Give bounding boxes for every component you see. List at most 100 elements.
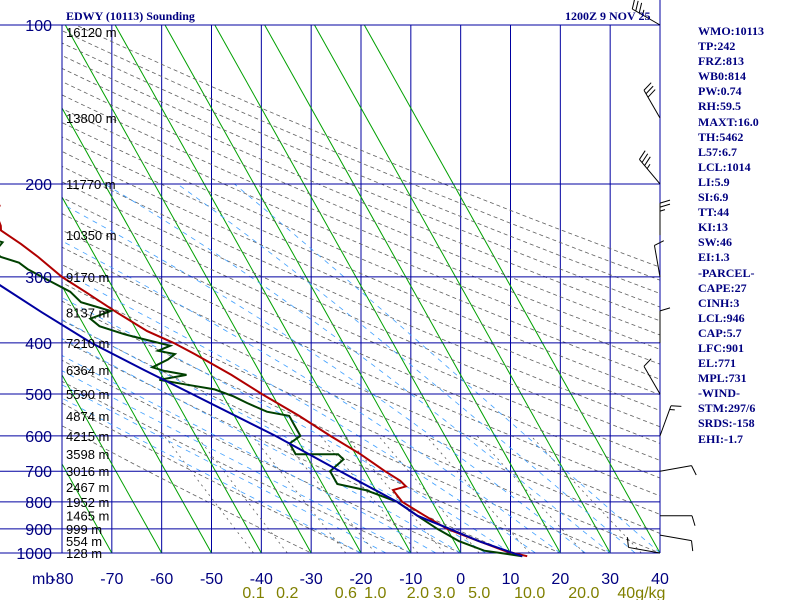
isotherm-line xyxy=(62,462,113,553)
isotherm-line xyxy=(214,25,511,553)
index-item: -PARCEL- xyxy=(698,265,755,280)
temperature-line xyxy=(0,204,528,558)
chart-title: EDWY (10113) Sounding xyxy=(66,9,195,23)
height-label: 4215 m xyxy=(66,429,109,444)
height-label: 16120 m xyxy=(66,25,117,40)
temperature-tick-label: 30 xyxy=(601,571,619,588)
moist-adiabat xyxy=(62,397,362,553)
isotherm-line xyxy=(62,374,163,553)
index-item: STM:297/6 xyxy=(698,401,756,416)
pressure-tick-label: 900 xyxy=(25,522,52,539)
index-item: CINH:3 xyxy=(698,295,740,310)
dry-adiabat xyxy=(62,94,660,350)
mixing-ratio-label: 0.1 xyxy=(242,585,264,600)
index-item: TH:5462 xyxy=(698,129,744,144)
pressure-unit-label: mb xyxy=(32,571,54,588)
mixing-ratio-line xyxy=(425,435,530,553)
grid-clip xyxy=(62,25,660,553)
height-label: 10350 m xyxy=(66,228,117,243)
pressure-tick-label: 500 xyxy=(25,387,52,404)
mixing-ratio-label: 40g/kg xyxy=(617,585,665,600)
height-label: 5590 m xyxy=(66,387,109,402)
temperature-tick-label: -10 xyxy=(399,571,422,588)
chart-time: 1200Z 9 NOV 25 xyxy=(565,9,651,23)
temperature-tick-label: 0 xyxy=(456,571,465,588)
wind-barb xyxy=(659,199,671,236)
height-label: 3598 m xyxy=(66,447,109,462)
index-item: TP:242 xyxy=(698,39,736,54)
height-label: 6364 m xyxy=(66,363,109,378)
dewpoint-line xyxy=(0,240,523,558)
mixing-ratio-label: 1.0 xyxy=(364,585,386,600)
height-label: 11770 m xyxy=(66,177,116,192)
mixing-ratio-label: 20.0 xyxy=(568,585,599,600)
dry-adiabat xyxy=(62,151,660,411)
mixing-ratio-label: 10.0 xyxy=(514,585,545,600)
index-item: RH:59.5 xyxy=(698,99,741,114)
temperature-tick-label: -30 xyxy=(300,571,323,588)
index-item: L57:6.7 xyxy=(698,144,737,159)
height-label: 4874 m xyxy=(66,409,109,424)
parcel-line xyxy=(0,284,523,558)
index-item: -WIND- xyxy=(698,386,740,401)
mixing-ratio-label: 5.0 xyxy=(468,585,490,600)
isotherm-line xyxy=(264,25,561,553)
index-item: LCL:946 xyxy=(698,310,745,325)
index-item: FRZ:813 xyxy=(698,54,744,69)
mixing-ratio-label: 0.2 xyxy=(276,585,298,600)
dry-adiabat xyxy=(62,246,660,515)
index-item: EI:1.3 xyxy=(698,250,730,265)
indices-panel: WMO:10113 TP:242 FRZ:813 WB0:814 PW:0.74 RH:5… xyxy=(698,24,764,447)
index-item: LFC:901 xyxy=(698,340,744,355)
wind-barb xyxy=(643,358,661,395)
pressure-tick-label: 700 xyxy=(25,464,52,481)
temperature-tick-label: 20 xyxy=(551,571,569,588)
height-label: 1465 m xyxy=(66,509,109,524)
temperature-tick-label: -20 xyxy=(349,571,372,588)
index-item: MPL:731 xyxy=(698,371,747,386)
wind-barb xyxy=(660,515,696,526)
pressure-tick-label: 100 xyxy=(25,18,52,35)
index-item: EL:771 xyxy=(698,356,737,371)
dry-adiabat xyxy=(62,425,313,553)
index-item: KI:13 xyxy=(698,220,728,235)
index-item: CAPE:27 xyxy=(698,280,747,295)
index-item: WMO:10113 xyxy=(698,24,764,38)
wind-barb xyxy=(626,537,661,554)
dry-adiabat xyxy=(62,165,660,428)
temperature-tick-label: -50 xyxy=(200,571,223,588)
wind-barb xyxy=(659,405,682,437)
index-item: WB0:814 xyxy=(698,69,746,84)
temperature-tick-label: -60 xyxy=(150,571,173,588)
mixing-ratio-line xyxy=(476,435,585,553)
isotherm-line xyxy=(114,25,412,553)
wind-barb xyxy=(639,150,661,185)
dry-adiabat xyxy=(62,229,660,497)
wind-barb xyxy=(659,307,671,343)
pressure-tick-label: 400 xyxy=(25,336,52,353)
height-label: 999 m xyxy=(66,522,102,537)
height-label: 7210 m xyxy=(66,336,109,351)
index-item: EHI:-1.7 xyxy=(698,431,743,446)
mixing-ratio-line xyxy=(279,435,376,553)
pressure-tick-label: 300 xyxy=(25,270,52,287)
pressure-tick-label: 1000 xyxy=(16,546,52,563)
height-label: 2467 m xyxy=(66,480,109,495)
mixing-ratio-label: 2.0 xyxy=(407,585,429,600)
wind-barb xyxy=(631,0,661,26)
index-item: TT:44 xyxy=(698,205,730,220)
dry-adiabat xyxy=(62,213,660,479)
height-label: 1952 m xyxy=(66,495,109,510)
moist-adiabat xyxy=(234,183,660,553)
index-item: SRDS:-158 xyxy=(698,416,755,431)
isotherm-line xyxy=(314,25,611,553)
height-label: 9170 m xyxy=(66,270,109,285)
temperature-tick-label: 40 xyxy=(651,571,669,588)
moist-adiabat xyxy=(62,384,387,553)
temperature-tick-label: -40 xyxy=(250,571,273,588)
dry-adiabat xyxy=(62,67,660,322)
isotherm-line xyxy=(62,196,262,553)
mixing-ratio-line xyxy=(196,435,288,553)
